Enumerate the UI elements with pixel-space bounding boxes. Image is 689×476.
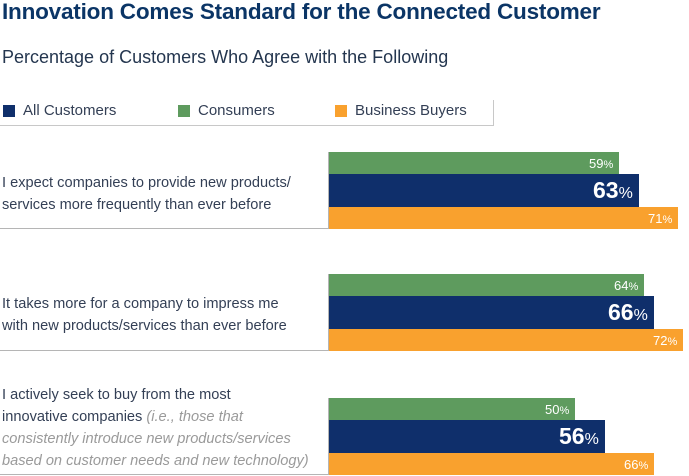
data-label-unit: % — [638, 459, 649, 472]
data-label-consumers-1: 59% — [589, 156, 613, 171]
category-baseline — [0, 474, 329, 475]
bar-all-customers-3 — [329, 420, 605, 453]
category-label-qualifier: consistently introduce new products/serv… — [2, 431, 291, 447]
category-label-2: It takes more for a company to impress m… — [2, 293, 322, 337]
data-label-all-customers-3: 56% — [559, 423, 599, 450]
category-label-text: I expect companies to provide new produc… — [2, 175, 291, 191]
data-label-consumers-2: 64% — [614, 278, 638, 293]
category-baseline — [0, 350, 329, 351]
data-label-business-buyers-1: 71% — [648, 211, 672, 226]
data-label-value: 66 — [608, 299, 634, 325]
data-label-consumers-3: 50% — [545, 402, 569, 417]
category-axis-line — [328, 398, 329, 475]
chart-subtitle: Percentage of Customers Who Agree with t… — [2, 47, 449, 67]
legend-label-consumers: Consumers — [198, 102, 275, 119]
data-label-all-customers-2: 66% — [608, 299, 648, 326]
category-label-text: It takes more for a company to impress m… — [2, 296, 279, 312]
data-label-value: 71 — [648, 210, 663, 226]
legend-item-consumers: Consumers — [178, 102, 275, 119]
data-label-unit: % — [633, 307, 648, 324]
category-baseline — [0, 228, 329, 229]
category-axis-line — [328, 274, 329, 351]
bar-all-customers-1 — [329, 174, 639, 207]
bar-business-buyers-3 — [329, 453, 654, 475]
data-label-unit: % — [603, 159, 614, 171]
bar-business-buyers-2 — [329, 329, 683, 351]
data-label-unit: % — [584, 431, 599, 448]
category-label-qualifier: (i.e., those that — [142, 409, 243, 425]
chart-title: Innovation Comes Standard for the Connec… — [2, 0, 601, 24]
bar-consumers-3 — [329, 398, 575, 421]
data-label-all-customers-1: 63% — [593, 177, 633, 204]
legend-swatch-consumers — [178, 104, 190, 117]
data-label-business-buyers-2: 72% — [653, 333, 677, 348]
data-label-value: 63 — [593, 177, 619, 203]
data-label-unit: % — [618, 185, 633, 202]
category-label-qualifier: based on customer needs and new technolo… — [2, 453, 309, 469]
data-label-value: 66 — [624, 456, 639, 472]
legend-swatch-all-customers — [3, 104, 15, 117]
legend-label-all-customers: All Customers — [23, 102, 117, 119]
data-label-value: 50 — [545, 402, 560, 417]
data-label-unit: % — [628, 281, 639, 293]
category-label-text: services more frequently than ever befor… — [2, 197, 272, 213]
data-label-unit: % — [662, 213, 673, 226]
legend-item-all-customers: All Customers — [3, 102, 116, 119]
category-label-3: I actively seek to buy from the most inno… — [2, 384, 322, 472]
data-label-value: 72 — [653, 332, 668, 348]
legend-swatch-business-buyers — [335, 104, 347, 117]
data-label-unit: % — [667, 335, 678, 348]
data-label-value: 56 — [559, 423, 585, 449]
category-label-text: innovative companies — [2, 409, 143, 425]
legend: All Customers Consumers Business Buyers — [0, 100, 494, 126]
category-label-1: I expect companies to provide new produc… — [2, 172, 322, 216]
bar-business-buyers-1 — [329, 207, 678, 229]
category-label-text: with new products/services than ever bef… — [2, 318, 287, 334]
bar-consumers-1 — [329, 152, 619, 175]
legend-item-business-buyers: Business Buyers — [335, 102, 467, 119]
category-axis-line — [328, 152, 329, 229]
bar-all-customers-2 — [329, 296, 654, 329]
data-label-value: 59 — [589, 156, 604, 171]
data-label-business-buyers-3: 66% — [624, 457, 648, 472]
bar-consumers-2 — [329, 274, 644, 297]
legend-label-business-buyers: Business Buyers — [355, 102, 467, 119]
data-label-value: 64 — [614, 278, 629, 293]
data-label-unit: % — [559, 405, 570, 417]
category-label-text: I actively seek to buy from the most — [2, 387, 231, 403]
